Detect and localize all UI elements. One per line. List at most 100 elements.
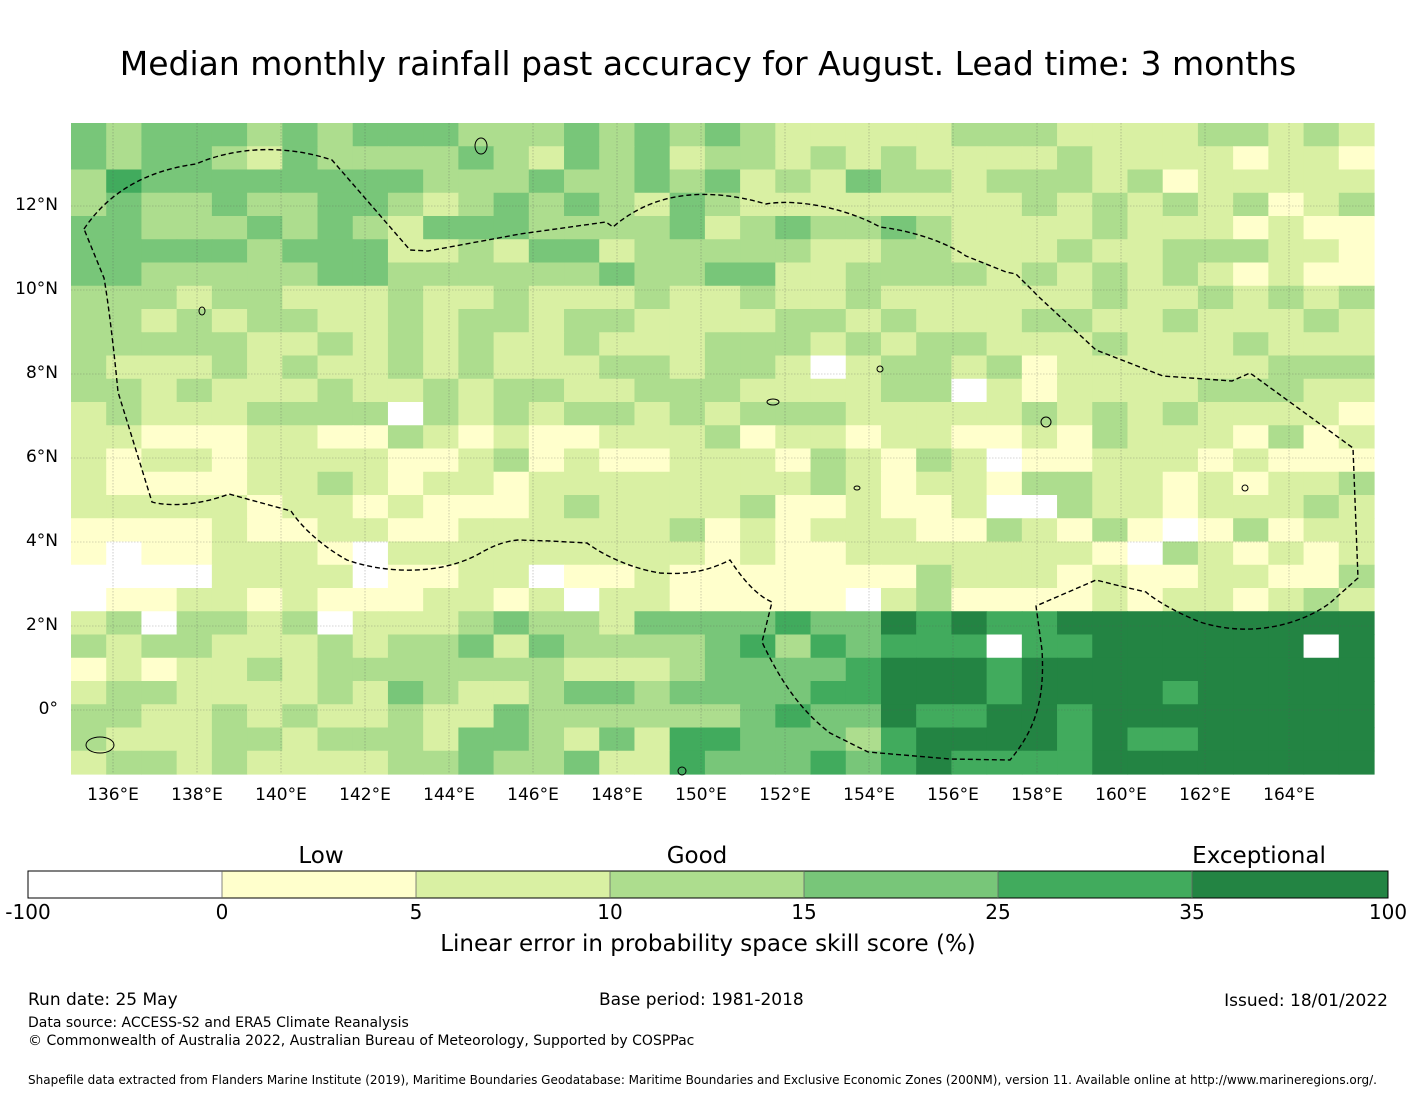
grid-cell: [528, 309, 565, 333]
grid-cell: [1338, 192, 1375, 217]
grid-cell: [1092, 750, 1129, 775]
grid-cell: [282, 169, 319, 194]
grid-cell: [599, 402, 636, 426]
grid-cell: [810, 448, 847, 473]
grid-cell: [810, 239, 847, 264]
grid-cell: [951, 192, 988, 217]
grid-cell: [458, 239, 495, 264]
grid-cell: [1197, 192, 1234, 217]
grid-cell: [1057, 355, 1093, 380]
grid-cell: [1303, 727, 1340, 752]
grid-cell: [986, 402, 1023, 426]
grid-cell: [141, 355, 178, 380]
grid-cell: [247, 750, 283, 775]
grid-cell: [317, 518, 354, 543]
grid-cell: [106, 564, 143, 589]
grid-cell: [458, 495, 495, 519]
grid-cell: [634, 146, 671, 171]
grid-cell: [141, 518, 178, 543]
grid-cell: [704, 192, 741, 217]
grid-cell: [1338, 448, 1375, 473]
grid-cell: [247, 169, 283, 194]
grid-cell: [810, 541, 847, 566]
grid-cell: [669, 681, 706, 705]
grid-cell: [880, 262, 917, 287]
grid-cell: [247, 239, 283, 264]
grid-cell: [951, 239, 988, 264]
grid-cell: [880, 146, 917, 171]
grid-cell: [1268, 564, 1305, 589]
grid-cell: [634, 518, 671, 543]
grid-cell: [493, 541, 530, 566]
grid-cell: [845, 750, 882, 775]
grid-cell: [880, 216, 917, 240]
grid-cell: [317, 564, 354, 589]
grid-cell: [564, 402, 600, 426]
grid-cell: [634, 378, 671, 403]
grid-cell: [211, 495, 248, 519]
grid-cell: [1021, 262, 1058, 287]
grid-cell: [1127, 169, 1164, 194]
grid-cell: [1233, 727, 1269, 752]
grid-cell: [528, 750, 565, 775]
grid-cell: [880, 588, 917, 612]
grid-cell: [564, 262, 600, 287]
grid-cell: [740, 123, 776, 147]
grid-cell: [951, 471, 988, 496]
colorbar-segment: [610, 871, 804, 898]
grid-cell: [106, 216, 143, 240]
grid-cell: [247, 518, 283, 543]
grid-cell: [71, 355, 107, 380]
grid-cell: [986, 146, 1023, 171]
grid-cell: [880, 123, 917, 147]
grid-cell: [1338, 355, 1375, 380]
colorbar-segment: [416, 871, 610, 898]
grid-cell: [704, 471, 741, 496]
grid-cell: [176, 611, 213, 636]
grid-cell: [317, 425, 354, 450]
grid-cell: [1162, 332, 1199, 357]
grid-cell: [1197, 657, 1234, 682]
grid-cell: [1197, 239, 1234, 264]
grid-cell: [176, 564, 213, 589]
grid-cell: [564, 564, 600, 589]
grid-cell: [423, 518, 459, 543]
grid-cell: [71, 564, 107, 589]
grid-cell: [1303, 541, 1340, 566]
grid-cell: [986, 657, 1023, 682]
grid-cell: [71, 332, 107, 357]
colorbar: [27, 870, 1389, 899]
grid-cell: [282, 425, 319, 450]
grid-cell: [387, 727, 424, 752]
grid-cell: [528, 681, 565, 705]
grid-cell: [1162, 216, 1199, 240]
grid-cell: [141, 402, 178, 426]
grid-cell: [1338, 378, 1375, 403]
grid-cell: [740, 541, 776, 566]
grid-cell: [775, 495, 812, 519]
grid-cell: [1127, 378, 1164, 403]
grid-cell: [951, 355, 988, 380]
grid-cell: [317, 471, 354, 496]
grid-cell: [634, 309, 671, 333]
grid-cell: [775, 239, 812, 264]
grid-cell: [1057, 402, 1093, 426]
grid-cell: [951, 634, 988, 659]
grid-cell: [564, 309, 600, 333]
grid-cell: [1233, 355, 1269, 380]
grid-cell: [1303, 239, 1340, 264]
grid-cell: [282, 355, 319, 380]
grid-cell: [845, 564, 882, 589]
grid-cell: [387, 448, 424, 473]
grid-cell: [1127, 216, 1164, 240]
grid-cell: [247, 216, 283, 240]
colorbar-tick-label: 35: [1179, 900, 1205, 924]
grid-cell: [599, 146, 636, 171]
grid-cell: [528, 727, 565, 752]
grid-cell: [740, 448, 776, 473]
grid-cell: [176, 332, 213, 357]
grid-cell: [1268, 355, 1305, 380]
grid-cell: [423, 332, 459, 357]
grid-cell: [599, 239, 636, 264]
grid-cell: [352, 657, 389, 682]
